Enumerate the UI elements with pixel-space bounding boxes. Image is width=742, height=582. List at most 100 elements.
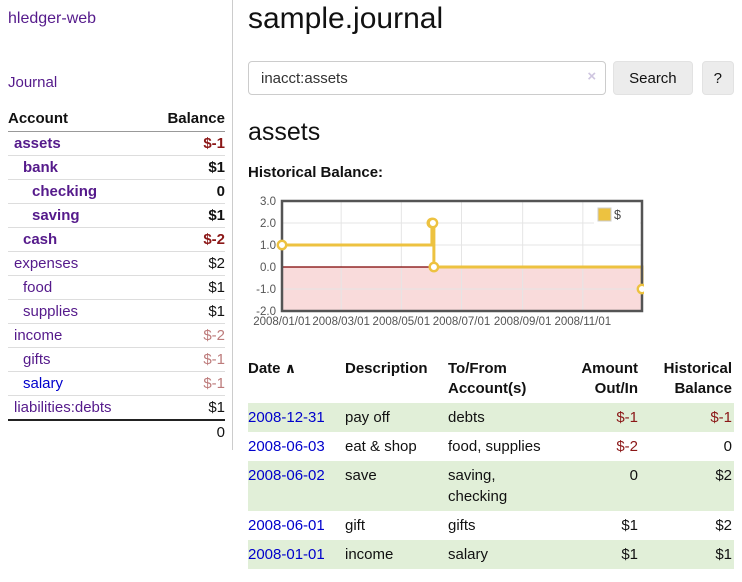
register-header-balance: Historical Balance — [663, 360, 732, 398]
transaction-row[interactable]: 2008-06-03 eat & shop food, supplies $-2 0 — [248, 432, 734, 461]
register-header-accounts: To/From Account(s) — [448, 360, 527, 398]
account-link[interactable]: bank — [23, 159, 59, 176]
accounts-total-value: 0 — [147, 419, 225, 444]
historical-balance-chart[interactable]: 3.0 2.0 1.0 0.0 -1.0 -2.0 2008/01/01 2008/03/01… — [248, 193, 648, 337]
help-button[interactable]: ? — [701, 61, 734, 95]
plot-border — [280, 199, 644, 313]
transaction-date-link[interactable]: 2008-06-01 — [248, 516, 325, 534]
svg-text:-2.0: -2.0 — [256, 306, 276, 318]
account-link[interactable]: checking — [32, 183, 98, 200]
transaction-row[interactable]: 2008-01-01 income salary $1 $1 — [248, 539, 734, 569]
transaction-accounts: debts — [448, 408, 485, 426]
svg-text:2008/03/01: 2008/03/01 — [312, 316, 370, 328]
account-balance: $-1 — [147, 347, 225, 372]
transaction-date-cell: 2008-06-01 — [248, 511, 345, 540]
account-link[interactable]: liabilities:debts — [14, 399, 112, 416]
account-row: salary $-1 — [8, 371, 225, 396]
transaction-date-link[interactable]: 2008-01-01 — [248, 545, 325, 563]
account-link[interactable]: expenses — [14, 255, 79, 272]
accounts-header-account: Account — [8, 107, 148, 132]
clear-search-icon[interactable]: × — [587, 68, 597, 85]
legend-color-swatch — [597, 207, 612, 222]
sidebar: hledger-web Journal Account Balance asse… — [0, 0, 233, 450]
transaction-amount: 0 — [629, 466, 638, 484]
balance-value: $2 — [208, 255, 225, 272]
balance-value: $-1 — [203, 351, 225, 368]
account-link[interactable]: salary — [23, 375, 64, 392]
transaction-balance: $-1 — [710, 408, 732, 426]
transaction-description: save — [345, 466, 377, 484]
account-link[interactable]: assets — [14, 135, 61, 152]
transaction-row[interactable]: 2008-12-31 pay off debts $-1 $-1 — [248, 402, 734, 432]
svg-text:3.0: 3.0 — [260, 196, 276, 208]
register-header-row: Date ∧ Description To/From Account(s) Am… — [248, 356, 734, 403]
transaction-accounts: saving, checking — [448, 466, 508, 505]
balance-value: $1 — [208, 279, 225, 296]
register-header-amount: Amount Out/In — [581, 360, 638, 398]
nav-journal-link[interactable]: Journal — [8, 74, 58, 91]
account-balance: $1 — [147, 395, 225, 420]
search-button[interactable]: Search — [613, 61, 693, 95]
page-title: sample.journal — [248, 2, 444, 35]
account-link[interactable]: gifts — [23, 351, 51, 368]
transaction-date-cell: 2008-06-03 — [248, 432, 345, 461]
sort-ascending-icon: ∧ — [284, 360, 297, 376]
balance-value: 0 — [216, 183, 225, 200]
transaction-description: eat & shop — [345, 437, 417, 455]
accounts-total-spacer — [8, 419, 148, 444]
svg-text:2008/09/01: 2008/09/01 — [494, 316, 552, 328]
account-link[interactable]: income — [14, 327, 63, 344]
svg-text:1.0: 1.0 — [260, 240, 276, 252]
balance-value: $1 — [208, 303, 225, 320]
register-header-date-label: Date — [248, 360, 281, 377]
register-header-date[interactable]: Date ∧ — [248, 356, 345, 403]
transaction-date-link[interactable]: 2008-06-03 — [248, 437, 325, 455]
account-row: expenses $2 — [8, 251, 225, 276]
account-cell: salary — [8, 371, 148, 396]
transaction-accounts: gifts — [448, 516, 476, 534]
svg-text:2008/05/01: 2008/05/01 — [373, 316, 431, 328]
account-cell: assets — [8, 132, 147, 156]
account-row: checking 0 — [8, 179, 225, 204]
transaction-date-link[interactable]: 2008-06-02 — [248, 466, 325, 484]
transaction-accounts: food, supplies — [448, 437, 541, 455]
account-balance: $1 — [147, 155, 225, 180]
transaction-amount: $1 — [621, 545, 638, 563]
chart-title: Historical Balance: — [248, 164, 384, 181]
account-link[interactable]: saving — [32, 207, 80, 224]
account-balance: $2 — [147, 251, 225, 276]
transaction-amount: $-2 — [616, 437, 638, 455]
transaction-amount: $-1 — [616, 408, 638, 426]
transaction-row[interactable]: 2008-06-01 gift gifts $1 $2 — [248, 511, 734, 540]
account-link[interactable]: cash — [23, 231, 58, 248]
transaction-row[interactable]: 2008-06-02 save saving, checking 0 $2 — [248, 460, 734, 511]
account-row: saving $1 — [8, 203, 225, 228]
account-cell: checking — [8, 179, 148, 204]
search-input[interactable] — [248, 61, 607, 95]
svg-text:0.0: 0.0 — [260, 262, 276, 274]
account-link[interactable]: food — [23, 279, 53, 296]
svg-text:2008/01/01: 2008/01/01 — [253, 316, 311, 328]
search-input-wrap: × — [248, 61, 607, 95]
data-point-marker[interactable] — [427, 217, 439, 229]
data-point-marker[interactable] — [636, 283, 648, 295]
svg-text:-1.0: -1.0 — [256, 284, 276, 296]
transaction-description: income — [345, 545, 394, 563]
transaction-date-link[interactable]: 2008-12-31 — [248, 408, 325, 426]
accounts-total-row: 0 — [8, 419, 225, 444]
transaction-amount: $1 — [621, 516, 638, 534]
account-link[interactable]: supplies — [23, 303, 79, 320]
legend-label: $ — [614, 208, 621, 222]
balance-value: $-2 — [203, 327, 225, 344]
account-balance: $1 — [147, 203, 225, 228]
data-point-marker[interactable] — [428, 261, 440, 273]
account-row: supplies $1 — [8, 299, 225, 324]
account-cell: gifts — [8, 347, 148, 372]
svg-text:2008/11/01: 2008/11/01 — [554, 316, 611, 328]
account-cell: supplies — [8, 299, 148, 324]
account-row: food $1 — [8, 275, 225, 300]
data-point-marker[interactable] — [276, 239, 288, 251]
register-header-description: Description — [345, 360, 428, 377]
app-brand-link[interactable]: hledger-web — [8, 10, 97, 27]
